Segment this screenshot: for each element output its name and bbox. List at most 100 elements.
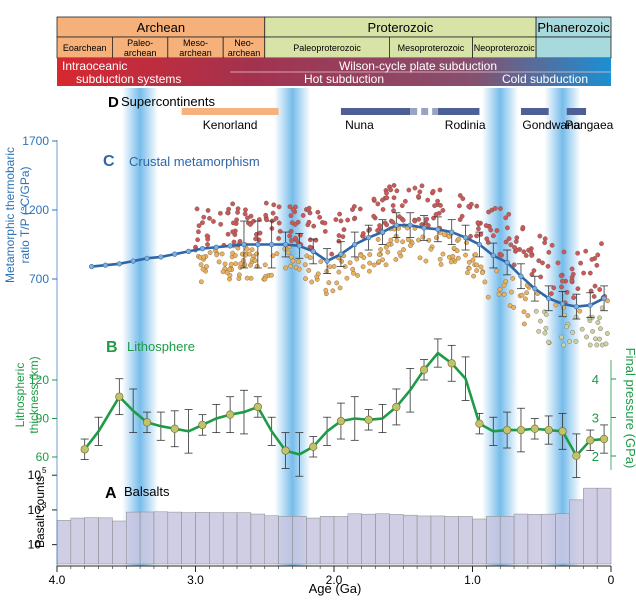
a-tick-exp-0: 5	[42, 466, 47, 475]
c-point-24	[421, 225, 427, 231]
panel-c-crustal-metamorphism: 1700 1200 700	[22, 134, 610, 348]
b-point-2	[115, 392, 124, 401]
b-point-14	[281, 446, 290, 455]
c-scatter-point	[577, 308, 583, 314]
c-point-27	[462, 235, 469, 241]
c-scatter-point	[523, 296, 528, 302]
c-scatter-point	[263, 212, 269, 218]
c-point-15	[296, 243, 302, 249]
c-scatter-point	[488, 227, 494, 233]
c-scatter-point	[269, 272, 274, 278]
highlight-band-1	[274, 88, 311, 566]
a-bar-14	[250, 513, 265, 565]
c-scatter-point	[575, 250, 580, 256]
c-scatter-point	[276, 236, 282, 241]
c-scatter-point	[595, 252, 601, 258]
c-scatter-point	[465, 270, 470, 276]
b-point-24	[419, 365, 429, 374]
c-scatter-point	[224, 270, 230, 275]
c-scatter-point	[597, 315, 602, 321]
c-scatter-point	[468, 233, 473, 239]
a-bar-1	[70, 517, 85, 565]
c-scatter-point	[337, 285, 343, 291]
c-scatter-point	[437, 187, 443, 193]
c-scatter-point	[249, 247, 255, 253]
c-scatter-point	[400, 239, 406, 245]
c-scatter-point	[463, 252, 468, 258]
panel-b-title: Lithosphere	[127, 339, 195, 354]
era-label-4: Paleoproterozoic	[293, 43, 361, 53]
c-scatter-point	[216, 259, 222, 265]
c-scatter-point	[478, 264, 484, 270]
x-axis-label: Age (Ga)	[309, 581, 362, 596]
c-scatter-point	[543, 312, 549, 317]
c-scatter-point	[529, 253, 535, 258]
c-scatter-point	[578, 260, 583, 266]
c-scatter-point	[248, 213, 254, 219]
intraoceanic-label-1: Intraoceanic	[62, 59, 127, 73]
c-scatter-point	[474, 262, 480, 268]
c-scatter-point	[360, 231, 366, 236]
c-scatter-point	[230, 201, 236, 207]
c-scatter-point	[274, 251, 280, 257]
c-scatter-point	[570, 271, 576, 277]
c-scatter-point	[597, 287, 603, 292]
c-scatter-point	[402, 198, 408, 204]
c-scatter-point	[287, 233, 293, 239]
c-scatter-point	[593, 336, 598, 342]
c-scatter-point	[545, 263, 551, 269]
c-scatter-point	[573, 339, 579, 344]
c-scatter-point	[252, 258, 258, 263]
c-point-13	[269, 241, 275, 248]
a-tick-label-1: 10	[28, 503, 42, 517]
hot-subduction-label: Hot subduction	[304, 72, 384, 86]
c-scatter-point	[219, 251, 225, 257]
c-scatter-point	[232, 253, 238, 258]
c-scatter-point	[460, 196, 466, 202]
b-right-tick-label-1: 3	[592, 411, 599, 426]
c-scatter-point	[323, 287, 329, 293]
c-scatter-point	[559, 278, 565, 284]
intraoceanic-label-2: subduction systems	[76, 72, 181, 86]
c-scatter-point	[340, 234, 346, 240]
c-scatter-point	[330, 288, 336, 294]
eon-label-2: Phanerozoic	[537, 20, 610, 35]
c-scatter-point	[549, 242, 555, 248]
c-scatter-point	[317, 214, 323, 220]
wilson-cycle-label: Wilson-cycle plate subduction	[339, 59, 497, 73]
c-scatter-point	[360, 264, 366, 270]
c-scatter-point	[367, 252, 373, 257]
c-scatter-point	[371, 196, 377, 202]
c-scatter-point	[276, 204, 282, 210]
c-scatter-point	[254, 263, 260, 269]
c-scatter-point	[605, 298, 610, 304]
c-scatter-point	[293, 235, 298, 241]
c-scatter-point	[564, 289, 570, 295]
c-scatter-point	[419, 183, 425, 189]
c-scatter-point	[375, 237, 381, 242]
c-scatter-point	[405, 237, 411, 243]
c-tick-label-1: 1200	[22, 203, 49, 217]
c-scatter-point	[391, 195, 397, 201]
c-scatter-point	[417, 189, 423, 195]
c-scatter-point	[553, 302, 559, 308]
c-scatter-point	[584, 334, 589, 340]
c-scatter-point	[276, 220, 282, 226]
c-scatter-point	[570, 329, 576, 335]
c-scatter-point	[338, 218, 344, 224]
c-scatter-point	[423, 258, 429, 264]
panel-d-title: Supercontinents	[121, 94, 215, 109]
c-scatter-point	[559, 284, 564, 290]
c-point-26	[449, 229, 455, 235]
c-scatter-point	[588, 288, 594, 294]
b-right-tick-label-0: 4	[592, 372, 599, 387]
c-scatter-point	[201, 254, 207, 260]
c-scatter-point	[581, 270, 586, 276]
c-scatter-point	[385, 249, 391, 255]
c-scatter-point	[466, 266, 472, 271]
supercontinent-bar-0	[181, 108, 279, 115]
c-scatter-point	[380, 257, 386, 263]
c-scatter-point	[371, 262, 377, 268]
